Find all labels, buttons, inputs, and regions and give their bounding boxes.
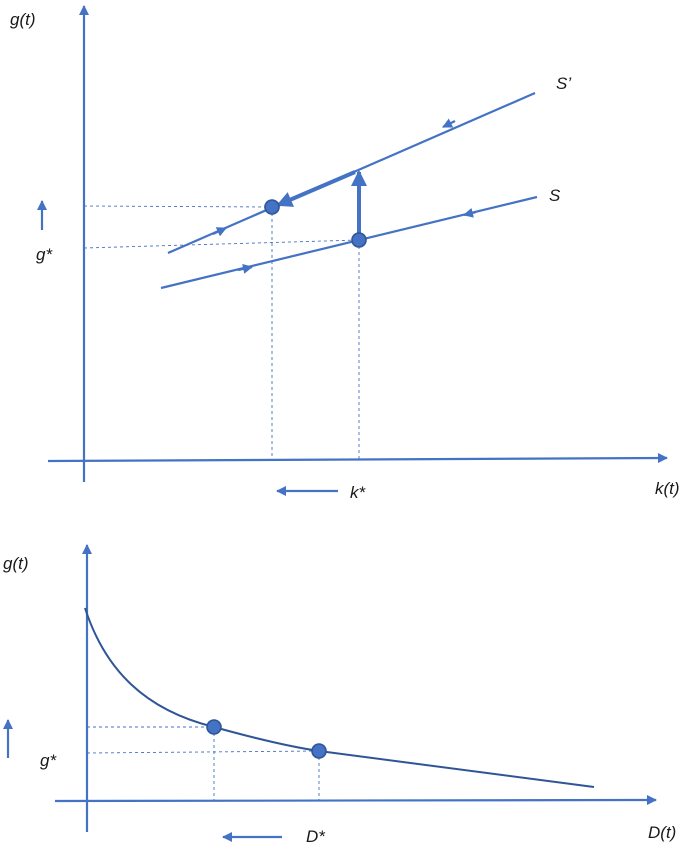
point-bottom-initial	[311, 743, 327, 759]
top-x-axis	[47, 453, 668, 464]
label-k-star: k*	[350, 483, 367, 502]
point-new-equilibrium	[264, 199, 280, 215]
guide-upper-horizontal	[83, 205, 273, 208]
arrow-s-prime-lower	[212, 227, 227, 237]
guide-bottom-gstar-horizontal	[86, 750, 320, 754]
top-x-axis-label: k(t)	[655, 479, 680, 498]
arrow-s-lower	[237, 263, 253, 274]
point-initial-equilibrium	[351, 232, 367, 248]
bottom-y-axis-label: g(t)	[3, 554, 29, 573]
point-bottom-upper	[206, 719, 222, 735]
line-s	[160, 195, 538, 290]
shift-left-arrow	[276, 170, 356, 207]
label-s-prime: S’	[556, 74, 571, 93]
top-y-axis-label: g(t)	[10, 10, 36, 29]
label-d-star: D*	[306, 827, 326, 846]
curve-g-vs-d	[84, 607, 595, 788]
bottom-x-axis	[54, 795, 657, 806]
label-g-star-bottom: g*	[40, 751, 57, 770]
bottom-x-axis-label: D(t)	[648, 823, 676, 842]
guide-gstar-horizontal	[83, 239, 360, 249]
bottom-panel: g(t) D(t) g* D*	[2, 544, 676, 846]
label-s: S	[549, 186, 561, 205]
arrow-s-prime-upper	[442, 118, 456, 128]
arrow-s-upper	[463, 207, 477, 218]
label-g-star-top: g*	[36, 245, 53, 264]
top-panel: g(t) k(t) S’ S g* k*	[10, 5, 680, 502]
